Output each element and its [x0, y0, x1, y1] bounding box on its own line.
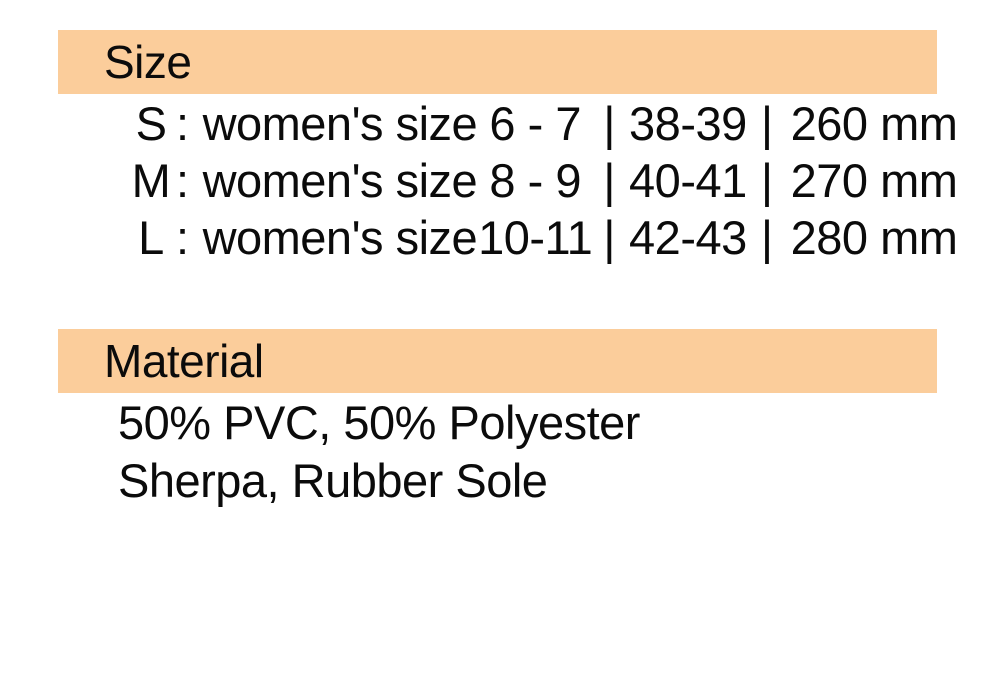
material-section-header: Material: [58, 329, 937, 393]
pipe-separator: |: [603, 211, 615, 264]
size-row-m: M : women's size 8 - 9 | 40-41 | 270 mm: [126, 152, 1000, 209]
pipe-separator: |: [760, 211, 773, 264]
us-size-range: 6 - 7: [489, 97, 581, 150]
pipe-separator: |: [603, 97, 615, 150]
material-section: Material 50% PVC, 50% Polyester Sherpa, …: [0, 329, 1000, 510]
material-line: 50% PVC, 50% Polyester: [118, 396, 640, 449]
size-label: S: [135, 97, 167, 150]
foot-length-mm: 280 mm: [790, 211, 958, 264]
size-label: M: [131, 154, 171, 207]
eu-size-range: 40-41: [629, 154, 747, 207]
material-heading: Material: [104, 335, 264, 387]
size-prefix-text: women's size: [202, 211, 478, 264]
pipe-separator: |: [760, 97, 773, 150]
pipe-separator: |: [603, 154, 615, 207]
us-size-range: 10-11: [478, 211, 593, 264]
material-details: 50% PVC, 50% Polyester Sherpa, Rubber So…: [0, 393, 1000, 510]
colon-separator: :: [176, 154, 189, 207]
eu-size-range: 38-39: [629, 97, 747, 150]
size-row-l: L : women's size 10-11 | 42-43 | 280 mm: [126, 209, 1000, 266]
size-heading: Size: [104, 36, 192, 88]
pipe-separator: |: [760, 154, 773, 207]
eu-size-range: 42-43: [629, 211, 747, 264]
us-size-range: 8 - 9: [489, 154, 581, 207]
size-prefix-text: women's size: [202, 97, 478, 150]
size-section: Size S : women's size 6 - 7 | 38-39 | 26…: [0, 30, 1000, 266]
foot-length-mm: 260 mm: [790, 97, 958, 150]
size-prefix-text: women's size: [202, 154, 478, 207]
colon-separator: :: [176, 97, 189, 150]
size-row-s: S : women's size 6 - 7 | 38-39 | 260 mm: [126, 95, 1000, 152]
size-table: S : women's size 6 - 7 | 38-39 | 260 mm …: [0, 94, 1000, 266]
size-label: L: [138, 211, 164, 264]
size-section-header: Size: [58, 30, 937, 94]
colon-separator: :: [176, 211, 189, 264]
material-line: Sherpa, Rubber Sole: [118, 454, 548, 507]
foot-length-mm: 270 mm: [790, 154, 958, 207]
